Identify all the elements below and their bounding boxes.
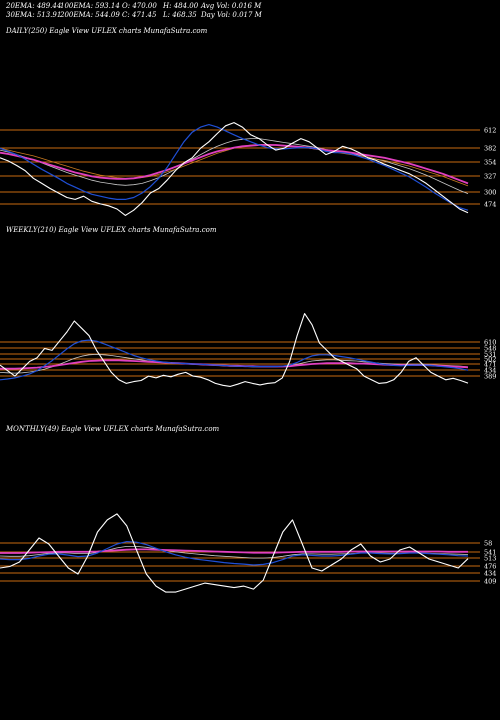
weekly-level-label: 610 [484,338,496,346]
daily-level-label: 382 [484,144,496,152]
weekly-price-line [0,313,469,387]
monthly-chart-title: MONTHLY(49) Eagle View UFLEX charts Muna… [6,425,220,433]
monthly-level-label: 434 [484,569,496,577]
weekly-level-label: 434 [484,366,496,374]
indicator-header: 20EMA: 489.44 100EMA: 593.14 O: 470.00 H… [6,2,496,22]
daily-level-label: 354 [484,158,496,166]
ema200-readout: 200EMA: 544.09 [60,11,120,19]
open-readout: O: 470.00 [122,2,157,10]
high-readout: H: 484.00 [163,2,199,10]
daily-level-label: 300 [484,188,496,196]
daily-price-line [0,122,469,216]
monthly-level-label: 541 [484,548,496,556]
monthly-ema-fast-line [0,541,469,566]
monthly-level-label: 58 [484,539,492,547]
low-readout: L: 468.35 [163,11,197,19]
daily-ema-slow-line [0,144,469,185]
weekly-level-label: 471 [484,360,496,368]
daily-level-label: 612 [484,126,496,134]
ema20-readout: 20EMA: 489.44 [6,2,62,10]
monthly-level-label: 513 [484,554,496,562]
ema100-readout: 100EMA: 593.14 [60,2,120,10]
daily-chart-title: DAILY(250) Eagle View UFLEX charts Munaf… [6,27,208,35]
close-readout: C: 471.45 [122,11,157,19]
daily-ema-fast-line [0,124,469,211]
weekly-ema-fast-line [0,339,469,381]
daily-level-label: 474 [484,200,496,208]
monthly-level-label: 476 [484,562,496,570]
daily-ema-mid-line [0,138,469,194]
day-vol-readout: Day Vol: 0.017 M [201,11,262,19]
weekly-chart-title: WEEKLY(210) Eagle View UFLEX charts Muna… [6,226,217,234]
weekly-level-label: 389 [484,372,496,380]
avg-vol-readout: Avg Vol: 0.016 M [201,2,262,10]
ema30-readout: 30EMA: 513.91 [6,11,62,19]
weekly-ema-slow-line [0,359,469,370]
monthly-ema-slow-line [0,548,468,554]
weekly-level-label: 502 [484,355,496,363]
weekly-level-label: 548 [484,344,496,352]
daily-level-label: 327 [484,172,496,180]
monthly-level-label: 409 [484,577,496,585]
monthly-price-line [0,513,469,593]
weekly-level-label: 531 [484,350,496,358]
